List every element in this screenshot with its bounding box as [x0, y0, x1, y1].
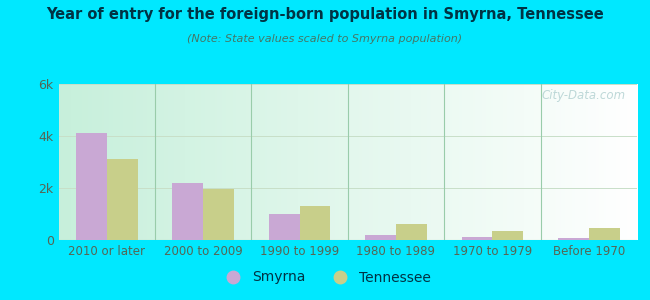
Bar — [462, 237, 492, 240]
Bar — [589, 228, 619, 240]
Bar — [300, 206, 330, 240]
Text: Year of entry for the foreign-born population in Smyrna, Tennessee: Year of entry for the foreign-born popul… — [46, 8, 604, 22]
Bar — [76, 134, 107, 240]
Bar — [203, 189, 234, 240]
Bar — [558, 238, 589, 240]
Bar — [172, 183, 203, 240]
Legend: Smyrna, Tennessee: Smyrna, Tennessee — [213, 265, 437, 290]
Bar — [107, 159, 138, 240]
Bar — [396, 224, 427, 240]
Bar — [365, 235, 396, 240]
Bar — [493, 231, 523, 240]
Text: City-Data.com: City-Data.com — [541, 89, 625, 102]
Bar — [268, 214, 300, 240]
Text: (Note: State values scaled to Smyrna population): (Note: State values scaled to Smyrna pop… — [187, 34, 463, 44]
